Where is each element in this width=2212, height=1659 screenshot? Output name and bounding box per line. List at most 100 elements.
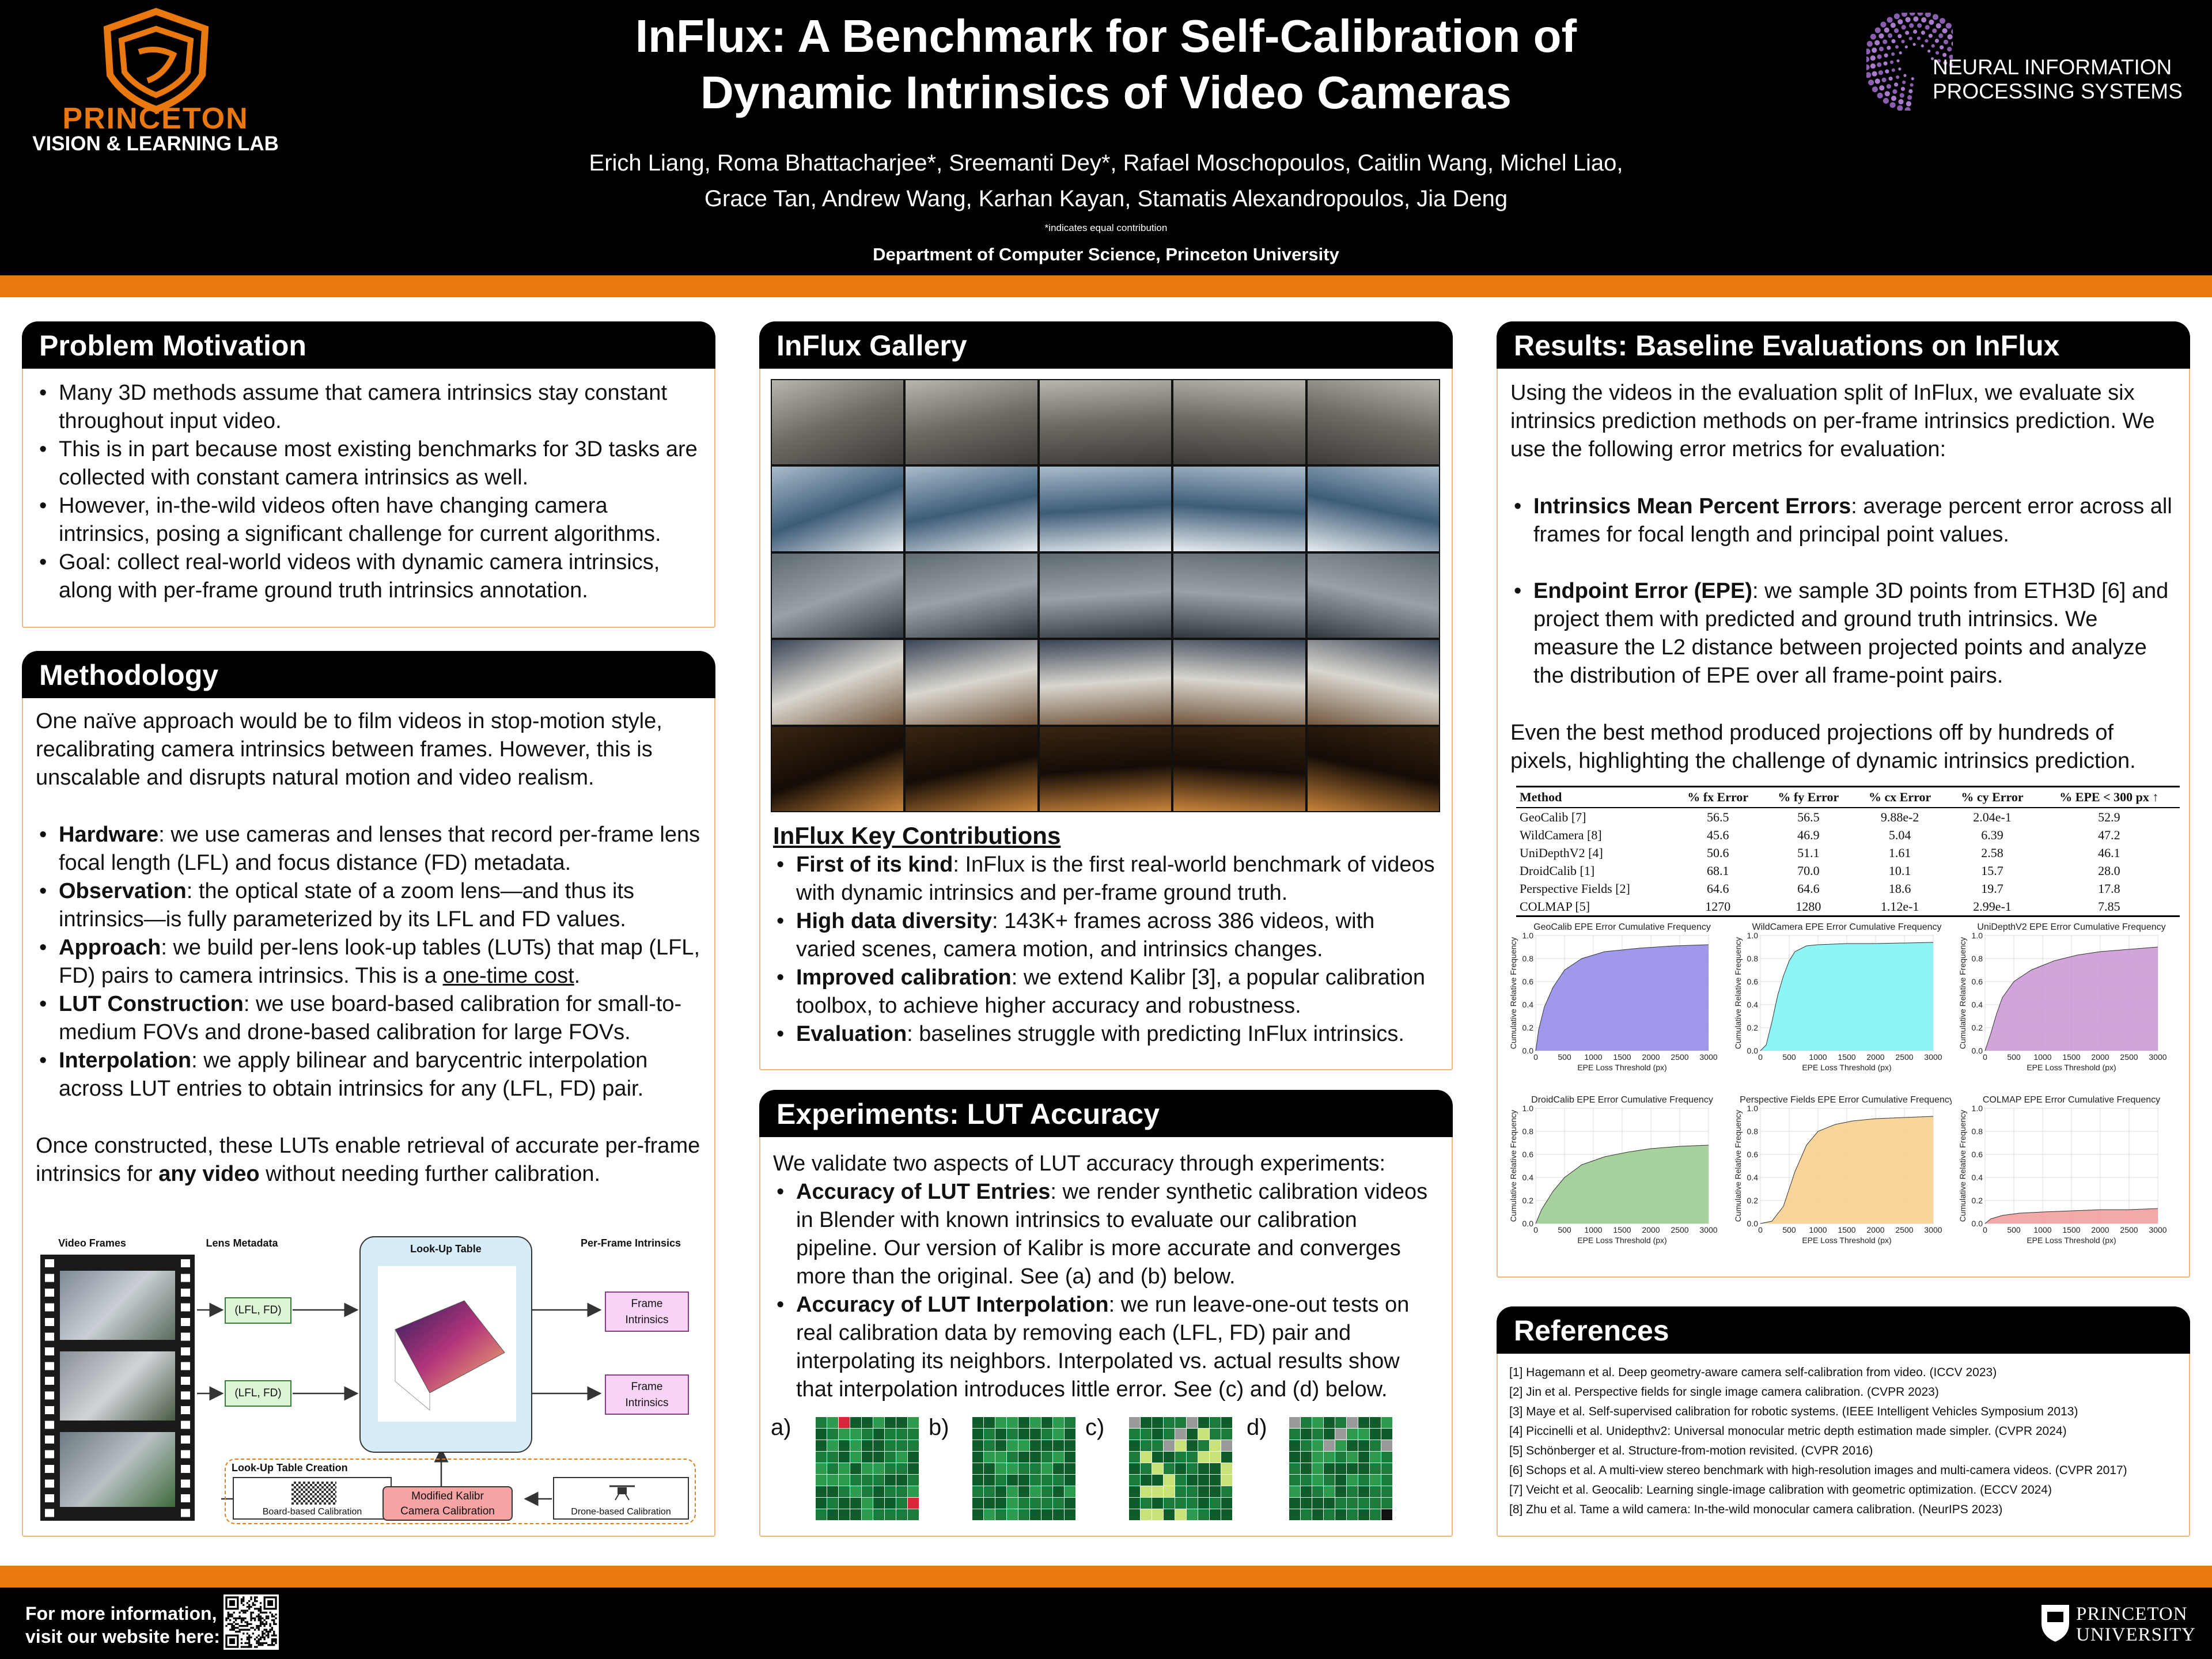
logo-dot bbox=[1895, 45, 1899, 49]
results-table-body: GeoCalib [7] 56.5 56.5 9.88e-2 2.04e-1 52.9 Wi… bbox=[1516, 808, 2180, 917]
heatmap-cell bbox=[1289, 1509, 1300, 1520]
heatmap-cell bbox=[873, 1452, 884, 1463]
qr-module bbox=[259, 1623, 262, 1625]
qr-module bbox=[262, 1633, 264, 1635]
qr-module bbox=[273, 1644, 275, 1646]
qr-module bbox=[267, 1633, 270, 1635]
heatmap-cell bbox=[896, 1463, 907, 1474]
heatmap-cell bbox=[1198, 1475, 1209, 1486]
heatmap-cell bbox=[1053, 1440, 1064, 1451]
heatmap-cell bbox=[827, 1452, 838, 1463]
qr-module bbox=[243, 1619, 245, 1622]
qr-module bbox=[271, 1638, 274, 1641]
logo-dot bbox=[1928, 33, 1933, 38]
sprocket-hole bbox=[45, 1435, 54, 1444]
qr-module bbox=[234, 1619, 237, 1622]
conference-name: NEURAL INFORMATION PROCESSING SYSTEMS bbox=[1933, 55, 2203, 104]
heatmap-cell bbox=[862, 1440, 873, 1451]
heatmap-cell bbox=[1347, 1486, 1358, 1497]
qr-code-icon[interactable] bbox=[224, 1594, 279, 1650]
heatmap-cell bbox=[896, 1417, 907, 1428]
heatmap-cell bbox=[1347, 1463, 1358, 1474]
table-header-cell: % EPE < 300 px ↑ bbox=[2038, 786, 2180, 808]
reference-item: [6] Schops et al. A multi-view stereo be… bbox=[1509, 1464, 2127, 1477]
heatmap-label-a: a) bbox=[771, 1415, 791, 1440]
heatmap-cell bbox=[1221, 1463, 1232, 1474]
chart-area-series bbox=[1760, 1116, 1933, 1224]
qr-module bbox=[253, 1608, 256, 1610]
heatmap-cell bbox=[1187, 1509, 1198, 1520]
qr-module bbox=[259, 1608, 262, 1610]
heatmap-cell bbox=[1198, 1486, 1209, 1497]
heatmap-cell bbox=[972, 1417, 983, 1428]
logo-dot bbox=[1927, 50, 1931, 53]
footer-info-line: visit our website here: bbox=[25, 1626, 220, 1647]
sprocket-hole bbox=[181, 1347, 190, 1355]
sprocket-hole bbox=[181, 1435, 190, 1444]
y-tick-label: 0.2 bbox=[1972, 1023, 1983, 1032]
heatmap-cell bbox=[827, 1486, 838, 1497]
heatmap-cell bbox=[1335, 1417, 1346, 1428]
qr-module bbox=[250, 1596, 252, 1599]
y-tick-label: 0.2 bbox=[1522, 1023, 1534, 1032]
qr-module bbox=[253, 1619, 256, 1622]
heatmap-cell bbox=[1175, 1417, 1186, 1428]
gallery-thumbnail bbox=[772, 553, 904, 638]
logo-dot bbox=[1893, 82, 1899, 87]
heatmap-cell bbox=[1018, 1475, 1029, 1486]
heatmap-cell bbox=[1381, 1452, 1392, 1463]
qr-module bbox=[259, 1602, 262, 1604]
poster-footer bbox=[0, 1588, 2212, 1659]
motivation-bullet: Many 3D methods assume that camera intri… bbox=[36, 379, 702, 435]
heatmap-cell bbox=[1198, 1440, 1209, 1451]
table-cell: 28.0 bbox=[2098, 863, 2120, 878]
heatmap-cell bbox=[1187, 1429, 1198, 1440]
sprocket-hole bbox=[181, 1494, 190, 1502]
methodology-term: Hardware bbox=[59, 823, 159, 847]
qr-module bbox=[275, 1638, 277, 1641]
sprocket-hole bbox=[181, 1318, 190, 1326]
poster-title: InFlux: A Benchmark for Self-Calibration… bbox=[403, 8, 1809, 121]
x-tick-label: 3000 bbox=[2149, 1225, 2166, 1234]
gallery-thumbnail bbox=[1173, 467, 1305, 551]
heatmap-cell bbox=[1041, 1440, 1052, 1451]
heatmap-cell bbox=[1187, 1463, 1198, 1474]
heatmap-cell bbox=[1065, 1452, 1075, 1463]
authors-line-1: Erich Liang, Roma Bhattacharjee*, Sreema… bbox=[589, 150, 1623, 176]
x-tick-label: 3000 bbox=[1924, 1052, 1942, 1062]
qr-module bbox=[227, 1623, 229, 1625]
heatmap-cell bbox=[1347, 1475, 1358, 1486]
heatmap-cell bbox=[1370, 1475, 1381, 1486]
qr-module bbox=[233, 1617, 235, 1620]
qr-module bbox=[248, 1608, 251, 1610]
logo-dot bbox=[1878, 33, 1884, 39]
epe-chart: 0.0 0.2 0.4 0.6 0.8 1.0 0 500 1000 1500 2000 2500 30… bbox=[1509, 1095, 1718, 1245]
heatmap-cell bbox=[1152, 1463, 1163, 1474]
x-tick-label: 0 bbox=[1983, 1052, 1987, 1062]
heatmap-cell bbox=[1335, 1440, 1346, 1451]
contribution-item: Improved calibration: we extend Kalibr [… bbox=[773, 964, 1439, 1020]
epe-chart: 0.0 0.2 0.4 0.6 0.8 1.0 0 500 1000 1500 2000 2500 30… bbox=[1733, 922, 1942, 1072]
logo-dot bbox=[1925, 13, 1931, 17]
heatmap-cell bbox=[862, 1429, 873, 1440]
diagram-label-lens-metadata: Lens Metadata bbox=[206, 1237, 278, 1249]
heatmap-cell bbox=[885, 1440, 896, 1451]
heatmap-cell bbox=[1065, 1509, 1075, 1520]
logo-dot bbox=[1899, 93, 1904, 98]
qr-module bbox=[253, 1604, 256, 1606]
logo-dot bbox=[1905, 31, 1910, 35]
qr-module bbox=[267, 1617, 270, 1620]
chart-line-series bbox=[1535, 1145, 1709, 1224]
heatmap-row: a) b) c) d) bbox=[771, 1409, 1445, 1530]
heatmap-cell bbox=[1370, 1429, 1381, 1440]
heatmap-cell bbox=[827, 1440, 838, 1451]
heatmap-cell bbox=[1358, 1486, 1369, 1497]
logo-dot bbox=[1866, 48, 1870, 55]
heatmap-cell bbox=[896, 1452, 907, 1463]
heatmap-cell bbox=[839, 1463, 850, 1474]
logo-dot bbox=[1866, 41, 1873, 47]
table-cell: 19.7 bbox=[1981, 881, 2003, 896]
heatmap-cell bbox=[1164, 1486, 1175, 1497]
table-cell: 64.6 bbox=[1706, 881, 1729, 896]
x-tick-label: 1500 bbox=[1613, 1052, 1631, 1062]
